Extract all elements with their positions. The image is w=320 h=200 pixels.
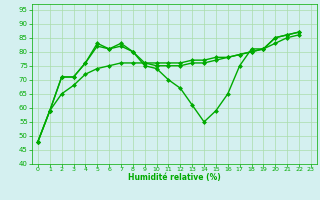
X-axis label: Humidité relative (%): Humidité relative (%) xyxy=(128,173,221,182)
